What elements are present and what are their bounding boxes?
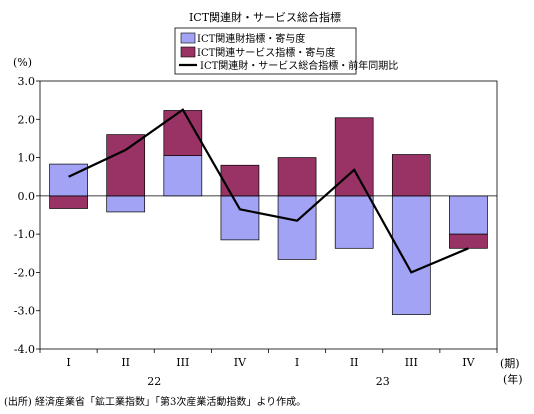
x-tick-label-3: IV: [234, 356, 247, 369]
legend-swatch-goods: [180, 32, 196, 44]
x-year-label-0: 22: [147, 375, 161, 388]
y-axis-label: (%): [13, 56, 32, 69]
x-tick-label-0: I: [66, 356, 70, 369]
x-tick-label-5: II: [350, 356, 359, 369]
legend-box: [174, 27, 357, 75]
bar-goods-4: [277, 195, 317, 260]
bar-services-6: [391, 154, 431, 197]
bars: [40, 110, 497, 315]
legend-label-total: ICT関連財・サービス総合指標・前年同期比: [200, 59, 398, 72]
y-tick-label-1: 2.0: [18, 113, 36, 126]
y-tick-label-5: -2.0: [14, 266, 35, 279]
legend-label-services: ICT関連サービス指標・寄与度: [197, 46, 335, 59]
bar-services-3: [220, 164, 260, 197]
x-year-label-1: 23: [376, 375, 390, 388]
bar-services-7: [449, 233, 488, 249]
x-tick-label-6: III: [405, 356, 418, 369]
bar-services-4: [277, 157, 317, 197]
y-axis: 3.0 2.0 1.0 0.0 -1.0 -2.0 -3.0 -4.0: [14, 75, 40, 356]
bar-goods-2: [163, 155, 203, 197]
y-tick-label-7: -4.0: [14, 343, 35, 356]
x-year-label: (年): [503, 372, 523, 386]
bar-goods-0: [49, 163, 88, 197]
bar-goods-7: [449, 195, 488, 235]
bar-services-5: [334, 117, 374, 197]
y-tick-label-3: 0.0: [18, 190, 36, 203]
bar-services-1: [106, 134, 146, 197]
chart-title: ICT関連財・サービス総合指標: [189, 10, 341, 24]
bar-goods-1: [106, 195, 146, 213]
bar-goods-3: [220, 195, 260, 241]
legend-label-goods: ICT関連財指標・寄与度: [197, 32, 305, 45]
total-line-path: [68, 108, 469, 274]
y-tick-label-4: -1.0: [14, 228, 35, 241]
total-index-line: [68, 108, 469, 274]
legend: ICT関連財指標・寄与度 ICT関連サービス指標・寄与度 ICT関連財・サービス…: [179, 32, 398, 72]
x-tick-label-4: I: [295, 356, 299, 369]
bar-goods-5: [334, 195, 374, 249]
x-tick-label-7: IV: [462, 356, 475, 369]
bar-services-0: [49, 195, 88, 209]
legend-swatch-services: [180, 46, 196, 58]
bar-goods-6: [391, 195, 431, 315]
source-note: (出所) 経済産業省「鉱工業指数」「第3次産業活動指数」より作成。: [4, 395, 306, 408]
x-tick-label-2: III: [176, 356, 189, 369]
y-tick-label-6: -3.0: [14, 305, 35, 318]
y-tick-label-2: 1.0: [18, 152, 36, 165]
x-period-label: (期): [500, 357, 520, 370]
y-tick-label-0: 3.0: [18, 75, 36, 88]
x-tick-label-1: II: [121, 356, 130, 369]
